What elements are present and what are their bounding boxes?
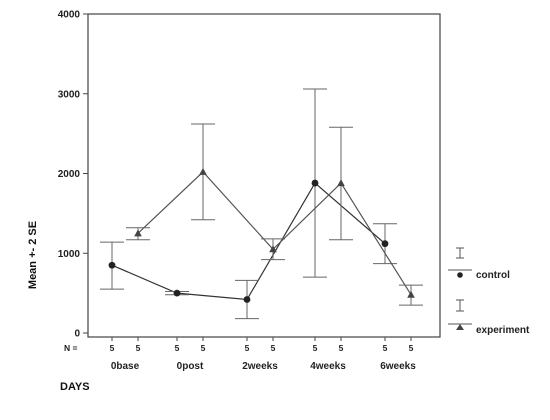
legend-label-experiment: experiment: [476, 325, 530, 336]
legend-label-control: control: [476, 270, 510, 281]
x-category-label: 0post: [177, 361, 204, 372]
y-axis-title: Mean +- 2 SE: [27, 221, 39, 289]
y-axis: 0 1000 2000 3000 4000: [58, 10, 88, 340]
x-axis: N = 5 5 0base 5 5 0post 5 5 2weeks 5 5 4weeks 5 5 6week…: [64, 337, 416, 372]
n-count-label: 5: [383, 343, 388, 353]
x-axis-title: DAYS: [60, 381, 90, 393]
legend-marker-control-icon: [457, 272, 463, 278]
data-point: [311, 179, 319, 187]
n-count-label: 5: [136, 343, 141, 353]
data-point: [108, 261, 116, 269]
x-category-label: 2weeks: [242, 361, 278, 372]
series-layer: [100, 88, 423, 320]
n-count-label: 5: [245, 343, 250, 353]
data-point: [407, 290, 415, 298]
series-line-control: [111, 182, 386, 301]
legend: control experiment: [448, 247, 530, 336]
series-control: [100, 88, 397, 320]
y-tick-label: 1000: [58, 249, 81, 260]
series-line-experiment: [137, 171, 412, 296]
n-count-label: 5: [271, 343, 276, 353]
y-tick-label: 0: [74, 329, 80, 340]
x-category-label: 6weeks: [380, 361, 416, 372]
data-point: [269, 245, 277, 253]
series-experiment: [126, 123, 423, 306]
x-category-label: 4weeks: [310, 361, 346, 372]
plot-frame: [87, 13, 441, 338]
n-count-label: 5: [409, 343, 414, 353]
n-count-label: 5: [201, 343, 206, 353]
x-category-label: 0base: [111, 361, 140, 372]
data-point: [134, 229, 142, 237]
legend-item-experiment: experiment: [448, 299, 530, 336]
n-count-label: 5: [110, 343, 115, 353]
y-tick-label: 4000: [58, 10, 81, 21]
n-label: N =: [64, 343, 78, 353]
n-count-label: 5: [339, 343, 344, 353]
n-count-label: 5: [313, 343, 318, 353]
legend-errorbar-control-icon: [456, 247, 464, 259]
n-count-label: 5: [175, 343, 180, 353]
data-point: [243, 296, 251, 303]
legend-errorbar-experiment-icon: [456, 299, 464, 312]
data-point: [173, 289, 181, 297]
y-tick-label: 2000: [58, 169, 81, 180]
data-point: [199, 167, 207, 175]
legend-item-control: control: [448, 247, 510, 281]
y-tick-label: 3000: [58, 89, 81, 100]
data-point: [381, 240, 389, 248]
legend-marker-experiment-icon: [456, 324, 464, 330]
data-point: [337, 179, 345, 187]
